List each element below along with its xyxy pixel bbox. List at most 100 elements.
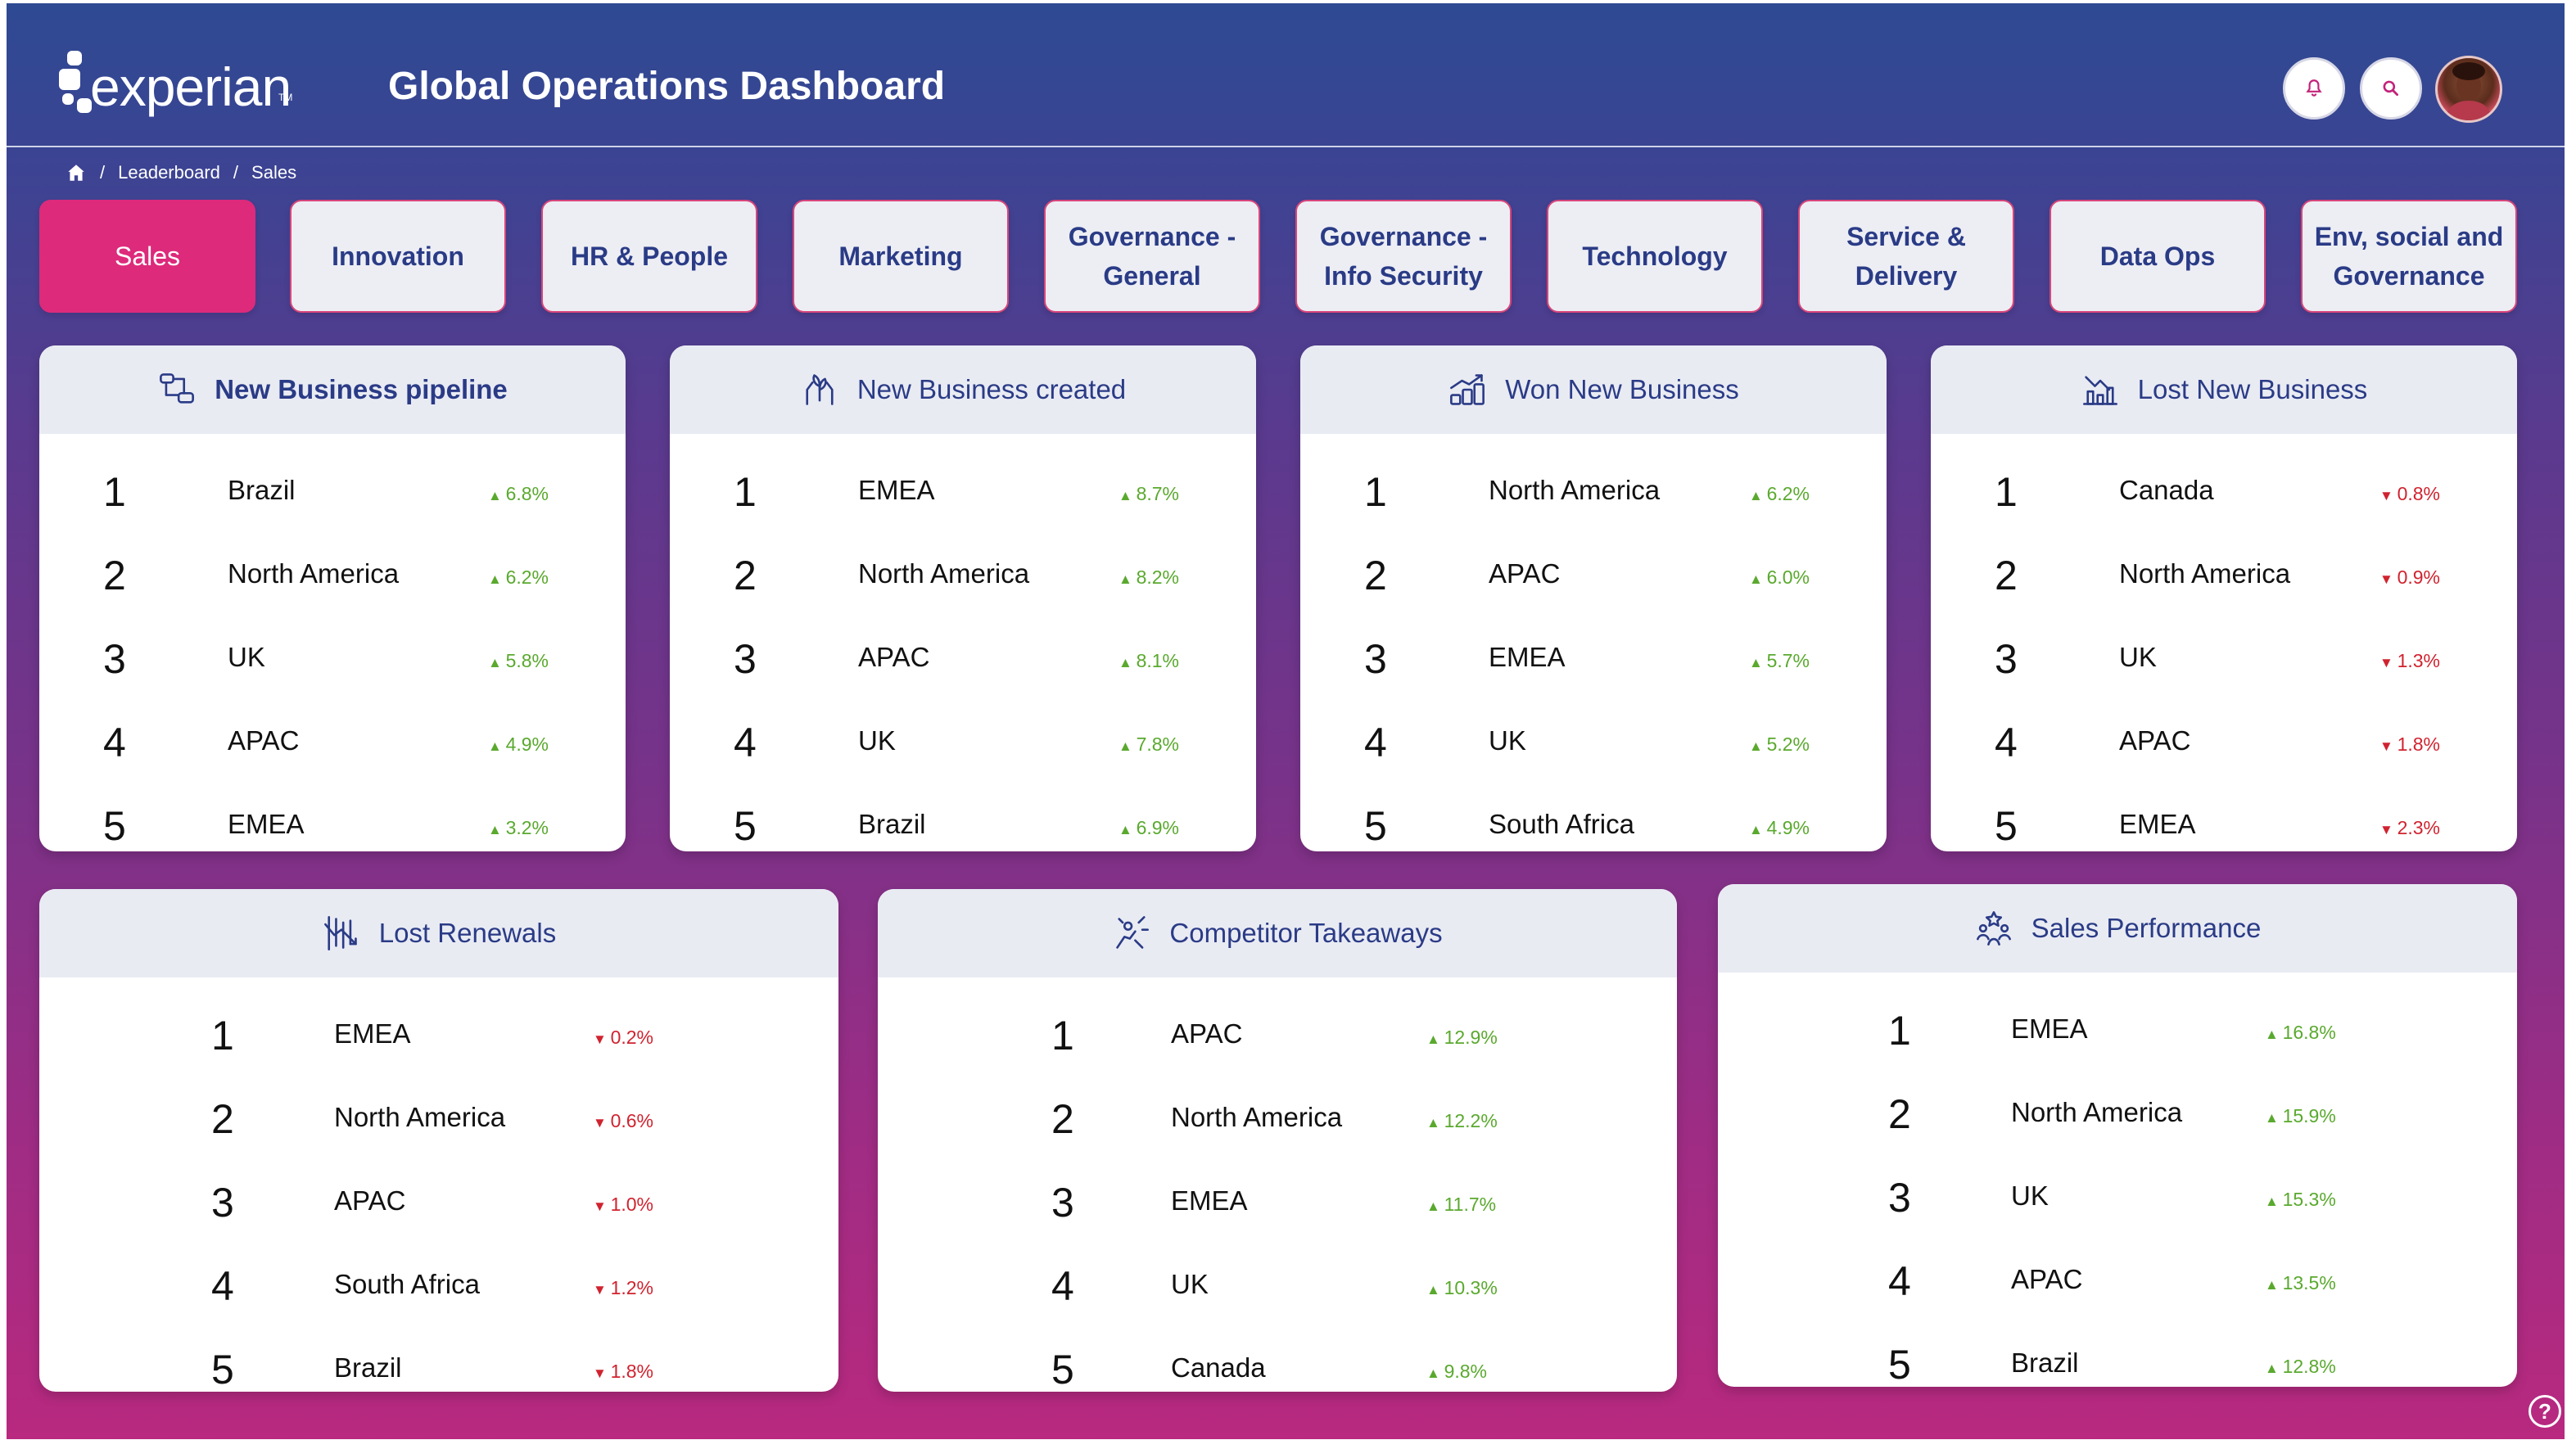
user-avatar[interactable] (2435, 56, 2502, 123)
arrow-up-icon: ▲ (2265, 1277, 2283, 1293)
home-icon[interactable] (66, 162, 87, 183)
leaderboard-row[interactable]: 5 EMEA ▲ 3.2% (39, 792, 626, 851)
rank-number: 5 (1995, 803, 2018, 849)
leaderboard-row[interactable]: 4 UK ▲ 5.2% (1300, 709, 1887, 774)
leaderboard-row[interactable]: 2 North America ▲ 6.2% (39, 542, 626, 607)
tab-sales[interactable]: Sales (39, 200, 255, 313)
region-name: EMEA (228, 809, 305, 839)
experian-logo[interactable]: experian TM (59, 47, 292, 126)
change-percent: 10.3% (1444, 1277, 1498, 1298)
leaderboard-row[interactable]: 1 EMEA ▲ 16.8% (1718, 997, 2517, 1063)
region-name: Canada (2119, 475, 2214, 505)
leaderboard-row[interactable]: 3 APAC ▼ 1.0% (39, 1169, 838, 1235)
leaderboard-row[interactable]: 3 EMEA ▲ 11.7% (878, 1169, 1677, 1235)
dashboard-frame: experian TM Global Operations Dashboard (7, 3, 2565, 1439)
leaderboard-row[interactable]: 5 EMEA ▼ 2.3% (1931, 792, 2517, 851)
card-new-business-pipeline[interactable]: New Business pipeline 1 Brazil ▲ 6.8% 2 North… (39, 345, 626, 851)
rank-number: 1 (1364, 469, 1387, 515)
notifications-button[interactable] (2283, 57, 2345, 120)
change-value: ▼ 1.3% (2379, 650, 2440, 672)
breadcrumb-sales: Sales (251, 162, 297, 183)
region-name: EMEA (2119, 809, 2196, 839)
card-new-business-created[interactable]: New Business created 1 EMEA ▲ 8.7% 2 North Am… (670, 345, 1256, 851)
rank-number: 2 (1051, 1096, 1074, 1142)
leaderboard-row[interactable]: 3 EMEA ▲ 5.7% (1300, 625, 1887, 691)
tab-marketing[interactable]: Marketing (793, 200, 1009, 313)
tab-hr-people[interactable]: HR & People (541, 200, 757, 313)
change-value: ▲ 6.9% (1119, 817, 1179, 839)
leaderboard-row[interactable]: 4 APAC ▲ 13.5% (1718, 1248, 2517, 1313)
card-title: Lost Renewals (378, 918, 557, 948)
card-header: New Business pipeline (39, 345, 626, 434)
leaderboard-row[interactable]: 4 APAC ▼ 1.8% (1931, 709, 2517, 774)
change-percent: 1.0% (610, 1194, 653, 1215)
leaderboard-row[interactable]: 1 Brazil ▲ 6.8% (39, 458, 626, 524)
card-title: Won New Business (1505, 374, 1739, 404)
leaderboard-row[interactable]: 4 South Africa ▼ 1.2% (39, 1253, 838, 1318)
arrow-up-icon: ▲ (1426, 1282, 1444, 1298)
region-name: North America (228, 558, 400, 589)
leaderboard-row[interactable]: 2 North America ▼ 0.9% (1931, 542, 2517, 607)
leaderboard-row[interactable]: 3 UK ▼ 1.3% (1931, 625, 2517, 691)
leaderboard-row[interactable]: 2 North America ▲ 15.9% (1718, 1081, 2517, 1146)
leaderboard-row[interactable]: 4 UK ▲ 10.3% (878, 1253, 1677, 1318)
change-percent: 0.6% (610, 1110, 653, 1131)
leaderboard-row[interactable]: 1 North America ▲ 6.2% (1300, 458, 1887, 524)
leaderboard-row[interactable]: 5 Canada ▲ 9.8% (878, 1336, 1677, 1392)
region-name: UK (2011, 1180, 2049, 1211)
change-percent: 4.9% (505, 734, 549, 755)
leaderboard-row[interactable]: 4 UK ▲ 7.8% (670, 709, 1256, 774)
leaderboard-row[interactable]: 1 APAC ▲ 12.9% (878, 1002, 1677, 1068)
leaderboard-row[interactable]: 3 UK ▲ 15.3% (1718, 1164, 2517, 1230)
arrow-down-icon: ▼ (593, 1198, 611, 1214)
leaderboard-row[interactable]: 2 North America ▲ 8.2% (670, 542, 1256, 607)
change-percent: 0.2% (610, 1027, 653, 1048)
arrow-up-icon: ▲ (1426, 1198, 1444, 1214)
rank-number: 4 (1051, 1263, 1074, 1309)
logo-wordmark: experian (90, 56, 291, 117)
rank-number: 3 (1995, 636, 2018, 682)
change-percent: 12.2% (1444, 1110, 1498, 1131)
card-competitor-takeaways[interactable]: Competitor Takeaways 1 APAC ▲ 12.9% 2 North A… (878, 889, 1677, 1392)
leaderboard-row[interactable]: 3 UK ▲ 5.8% (39, 625, 626, 691)
leaderboard-row[interactable]: 2 APAC ▲ 6.0% (1300, 542, 1887, 607)
card-lost-renewals[interactable]: Lost Renewals 1 EMEA ▼ 0.2% 2 North America ▼ … (39, 889, 838, 1392)
help-button[interactable]: ? (2529, 1395, 2561, 1428)
change-percent: 15.3% (2282, 1189, 2336, 1210)
leaderboard-row[interactable]: 1 EMEA ▼ 0.2% (39, 1002, 838, 1068)
card-header: Competitor Takeaways (878, 889, 1677, 977)
card-won-new-business[interactable]: Won New Business 1 North America ▲ 6.2% 2 APA… (1300, 345, 1887, 851)
leaderboard-row[interactable]: 1 Canada ▼ 0.8% (1931, 458, 2517, 524)
leaderboard-row[interactable]: 2 North America ▲ 12.2% (878, 1086, 1677, 1151)
rank-number: 2 (1364, 553, 1387, 598)
search-button[interactable] (2360, 57, 2422, 120)
arrow-down-icon: ▼ (2379, 488, 2397, 503)
leaderboard-row[interactable]: 3 APAC ▲ 8.1% (670, 625, 1256, 691)
region-name: North America (1171, 1102, 1343, 1132)
leaderboard-row[interactable]: 5 Brazil ▼ 1.8% (39, 1336, 838, 1392)
leaderboard-row[interactable]: 4 APAC ▲ 4.9% (39, 709, 626, 774)
leaderboard-row[interactable]: 5 Brazil ▲ 6.9% (670, 792, 1256, 851)
tab-env-social-governance[interactable]: Env, social and Governance (2301, 200, 2517, 313)
leaderboard-row[interactable]: 5 South Africa ▲ 4.9% (1300, 792, 1887, 851)
rank-number: 3 (103, 636, 126, 682)
tab-governance-general[interactable]: Governance - General (1044, 200, 1260, 313)
tab-data-ops[interactable]: Data Ops (2050, 200, 2266, 313)
card-sales-performance[interactable]: Sales Performance 1 EMEA ▲ 16.8% 2 North Amer… (1718, 884, 2517, 1387)
tab-governance-info-security[interactable]: Governance - Info Security (1295, 200, 1512, 313)
leaderboard-row[interactable]: 1 EMEA ▲ 8.7% (670, 458, 1256, 524)
tab-service-delivery[interactable]: Service & Delivery (1798, 200, 2014, 313)
arrow-up-icon: ▲ (1749, 488, 1767, 503)
arrow-down-icon: ▼ (2379, 655, 2397, 670)
tab-label: Data Ops (2099, 242, 2216, 271)
leaderboard-row[interactable]: 2 North America ▼ 0.6% (39, 1086, 838, 1151)
rank-number: 5 (1051, 1347, 1074, 1392)
change-value: ▲ 15.3% (2265, 1189, 2336, 1211)
tab-technology[interactable]: Technology (1547, 200, 1763, 313)
tab-innovation[interactable]: Innovation (290, 200, 506, 313)
breadcrumb-leaderboard[interactable]: Leaderboard (118, 162, 220, 183)
card-lost-new-business[interactable]: Lost New Business 1 Canada ▼ 0.8% 2 North Ame… (1931, 345, 2517, 851)
tab-label: Sales (114, 242, 181, 271)
leaderboard-row[interactable]: 5 Brazil ▲ 12.8% (1718, 1331, 2517, 1387)
change-value: ▲ 12.2% (1426, 1110, 1498, 1132)
